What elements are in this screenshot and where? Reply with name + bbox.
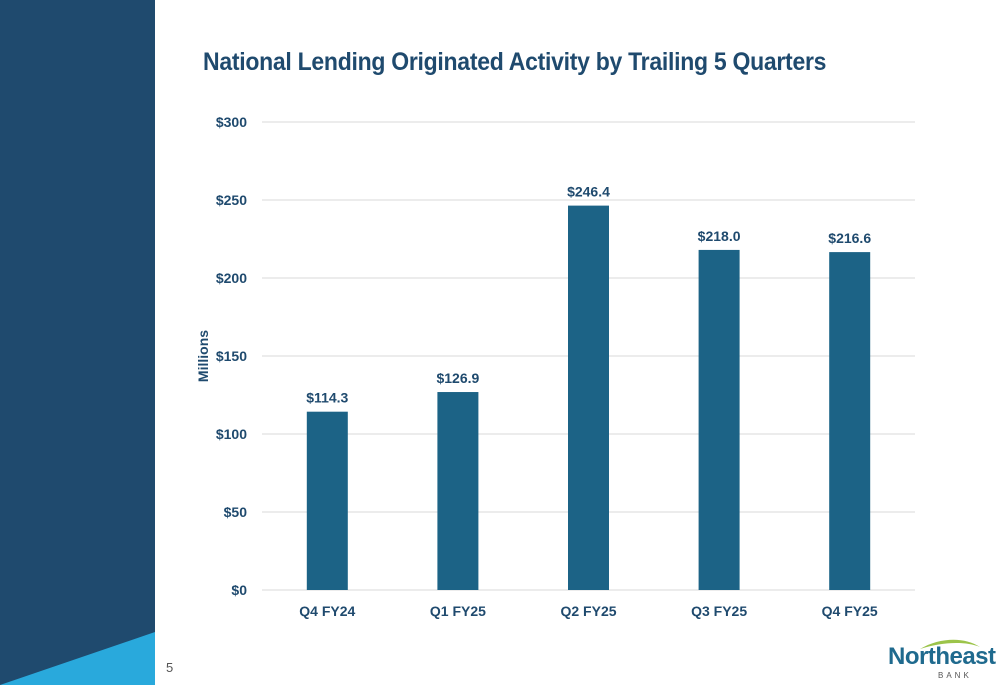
- x-tick-label: Q4 FY24: [299, 603, 355, 619]
- y-tick-label: $100: [216, 426, 247, 442]
- sidebar-accent-shape: [0, 632, 155, 685]
- bar: [698, 249, 740, 591]
- bar: [437, 392, 479, 590]
- y-tick-label: $0: [231, 582, 247, 598]
- data-label: $246.4: [567, 184, 610, 200]
- x-tick-label: Q3 FY25: [691, 603, 747, 619]
- northeast-bank-logo: Northeast BANK: [880, 635, 996, 680]
- logo-subtext: BANK: [938, 671, 972, 680]
- page-number: 5: [166, 660, 174, 675]
- logo-swoosh-icon: [920, 639, 980, 649]
- x-tick-label: Q2 FY25: [560, 603, 616, 619]
- y-tick-label: $300: [216, 114, 247, 130]
- logo-wordmark: Northeast: [888, 643, 996, 670]
- y-tick-label: $150: [216, 348, 247, 364]
- page-title: National Lending Originated Activity by …: [203, 48, 827, 76]
- sidebar-panel: [0, 0, 155, 685]
- bar: [829, 252, 871, 590]
- bar: [568, 205, 609, 590]
- y-tick-label: $50: [224, 504, 248, 520]
- data-label: $126.9: [436, 370, 479, 386]
- data-label: $218.0: [698, 228, 741, 244]
- y-tick-label: $200: [216, 270, 247, 286]
- y-tick-label: $250: [216, 192, 247, 208]
- x-tick-label: Q4 FY25: [822, 603, 878, 619]
- y-axis-label: Millions: [195, 330, 211, 382]
- bar: [306, 411, 348, 590]
- x-tick-label: Q1 FY25: [430, 603, 486, 619]
- data-label: $216.6: [828, 230, 871, 246]
- data-label: $114.3: [306, 390, 348, 406]
